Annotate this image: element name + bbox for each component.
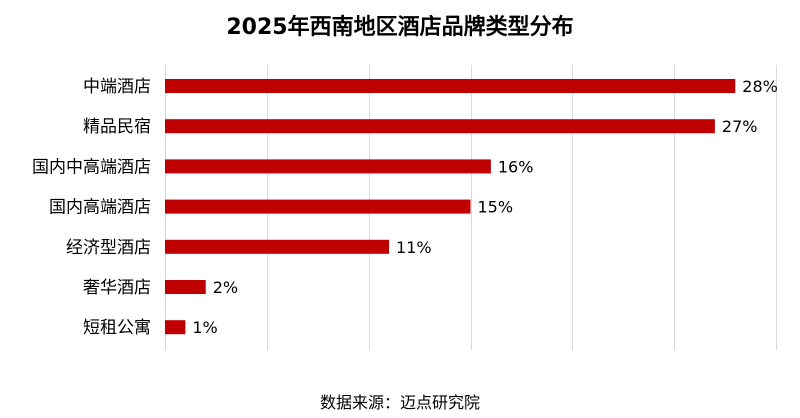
value-label: 28% (742, 77, 778, 96)
category-label: 精品民宿 (83, 117, 151, 137)
value-label: 15% (478, 198, 514, 217)
source-note: 数据来源：迈点研究院 (320, 393, 480, 412)
category-label: 短租公寓 (83, 318, 151, 338)
bar (165, 159, 491, 174)
value-label: 2% (213, 278, 238, 297)
value-label: 16% (498, 157, 534, 176)
value-label: 11% (396, 238, 432, 257)
category-label: 国内中高端酒店 (32, 157, 151, 177)
category-label: 经济型酒店 (66, 238, 151, 258)
bars (165, 79, 736, 335)
category-label: 奢华酒店 (83, 278, 151, 298)
bar (165, 79, 736, 93)
bar (165, 320, 186, 335)
chart-title: 2025年西南地区酒店品牌类型分布 (226, 14, 573, 40)
value-labels: 28% 27% 16% 15% 11% 2% 1% (192, 77, 777, 337)
value-label: 1% (192, 318, 217, 337)
value-label: 27% (722, 117, 758, 136)
category-label: 国内高端酒店 (49, 198, 151, 218)
category-label: 中端酒店 (83, 77, 151, 97)
bar (165, 119, 715, 134)
bar (165, 280, 206, 294)
bar (165, 239, 390, 254)
bar (165, 199, 471, 214)
